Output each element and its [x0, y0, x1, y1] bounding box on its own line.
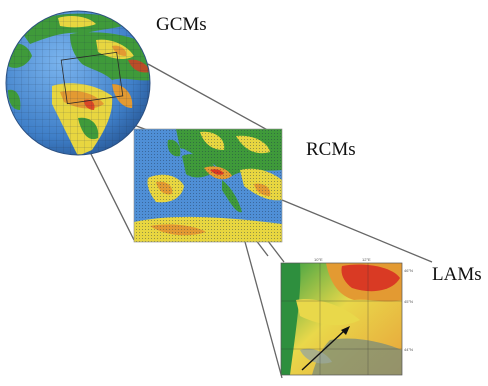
lam-wind-arrow-shaft [301, 330, 345, 371]
rcm-label: RCMs [306, 139, 356, 160]
connector-gcm-to-rcm-top [147, 63, 283, 139]
lam-label: LAMs [432, 264, 482, 285]
lam-relief [281, 263, 402, 375]
rcm-map [133, 128, 283, 243]
globe-outline [5, 10, 151, 156]
globe-land [6, 11, 150, 155]
lam-border [280, 262, 403, 376]
lam-tick-right-1: 46°N [404, 268, 413, 273]
gcm-globe [5, 10, 151, 156]
lam-tick-right-2: 45°N [404, 299, 413, 304]
globe-region-box [60, 51, 124, 105]
rcm-grid-dots [134, 129, 282, 242]
lam-gridlines [281, 263, 402, 375]
gcm-label: GCMs [156, 14, 207, 35]
lam-tick-top-2: 12°E [362, 257, 371, 262]
lam-tick-top-1: 10°E [314, 257, 323, 262]
lam-wind-arrow-head [341, 326, 350, 335]
connector-rcm-to-lam-top [281, 199, 433, 263]
rcm-border [133, 128, 283, 243]
lam-map: 10°E 12°E 46°N 45°N 44°N [280, 257, 413, 376]
lam-tick-right-3: 44°N [404, 347, 413, 352]
